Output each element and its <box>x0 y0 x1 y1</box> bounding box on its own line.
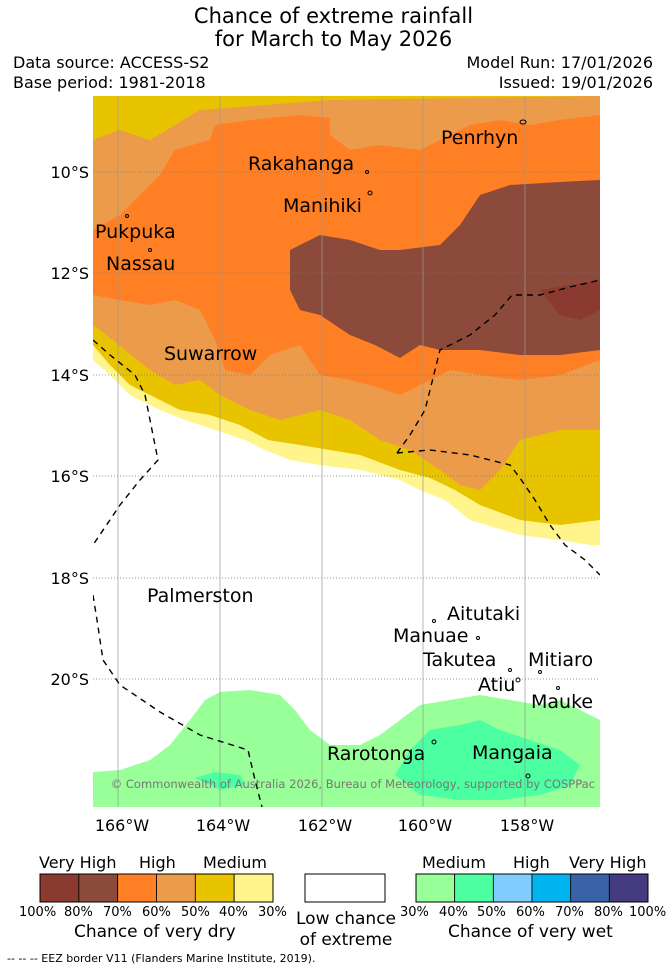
legend-dry-swatch-5 <box>233 873 274 903</box>
lat-label-14s: 14°S <box>50 366 89 385</box>
legend-neutral-swatch <box>304 873 386 903</box>
legend-wet-tick-70: 70% <box>555 905 584 920</box>
legend-wet-swatch-5 <box>608 873 649 903</box>
place-atiu: Atiu <box>478 674 515 696</box>
legend-wet-tick-60: 60% <box>516 905 545 920</box>
lat-label-18s: 18°S <box>50 569 89 588</box>
lon-label-160w: 160°W <box>398 816 453 835</box>
lat-label-16s: 16°S <box>50 467 89 486</box>
rainfall-shading <box>93 96 600 807</box>
legend-wet-tick-30: 30% <box>400 905 429 920</box>
legend-wet-tick-100: 100% <box>629 905 667 920</box>
lat-label-10s: 10°S <box>50 163 89 182</box>
legend-wet-swatch-3 <box>531 873 572 903</box>
legend-wet <box>415 873 649 903</box>
place-mauke: Mauke <box>531 691 593 713</box>
legend-wet-medium: Medium <box>422 853 486 872</box>
eez-footer-note: -- -- -- EEZ border V11 (Flanders Marine… <box>7 952 316 965</box>
legend-dry-caption: Chance of very dry <box>74 922 236 942</box>
legend-dry-tick-70: 70% <box>103 905 132 920</box>
place-rakahanga: Rakahanga <box>248 153 354 175</box>
issued-date: Issued: 19/01/2026 <box>498 73 653 92</box>
eez-border <box>93 279 600 807</box>
place-suwarrow: Suwarrow <box>164 343 257 365</box>
lon-label-164w: 164°W <box>196 816 251 835</box>
legend-wet-caption: Chance of very wet <box>448 922 613 942</box>
lon-label-166w: 166°W <box>95 816 150 835</box>
place-manuae: Manuae <box>393 625 468 647</box>
legend-dry-tick-100: 100% <box>19 905 57 920</box>
place-takutea: Takutea <box>422 649 496 671</box>
legend-neutral-caption-1: Low chance <box>296 909 396 929</box>
meridians <box>117 96 526 807</box>
legend-wet-swatch-1 <box>454 873 494 903</box>
legend-wet-high: High <box>513 853 550 872</box>
legend-dry-swatch-0 <box>39 873 80 903</box>
place-manihiki: Manihiki <box>283 195 362 217</box>
dark-brown-region <box>540 280 600 320</box>
legend-dry-tick-60: 60% <box>142 905 171 920</box>
place-penrhyn: Penrhyn <box>441 127 518 149</box>
legend-dry-medium: Medium <box>203 853 267 872</box>
place-mitiaro: Mitiaro <box>528 649 593 671</box>
legend-wet-tick-40: 40% <box>439 905 468 920</box>
place-rarotonga: Rarotonga <box>327 743 425 765</box>
graticule <box>93 171 600 680</box>
legend-dry-tick-30: 30% <box>258 905 287 920</box>
place-pukpuka: Pukpuka <box>95 221 176 243</box>
title-line-2: for March to May 2026 <box>214 27 453 51</box>
legend-wet-swatch-4 <box>570 873 610 903</box>
copyright-note: © Commonwealth of Australia 2026, Bureau… <box>111 777 595 791</box>
legend-dry-swatch-3 <box>156 873 196 903</box>
islands <box>125 119 560 779</box>
lat-label-20s: 20°S <box>50 670 89 689</box>
legend-dry-swatch-4 <box>194 873 235 903</box>
lon-label-158w: 158°W <box>500 816 555 835</box>
model-run: Model Run: 17/01/2026 <box>466 53 654 72</box>
place-mangaia: Mangaia <box>472 742 553 764</box>
data-source: Data source: ACCESS-S2 <box>13 53 210 72</box>
legend-wet-tick-80: 80% <box>594 905 623 920</box>
legend-neutral-caption-2: of extreme <box>299 930 393 950</box>
legend-wet-swatch-0 <box>415 873 456 903</box>
title-line-1: Chance of extreme rainfall <box>193 4 474 28</box>
place-aitutaki: Aitutaki <box>447 603 520 625</box>
legend-dry-tick-40: 40% <box>219 905 248 920</box>
legend-dry-high: High <box>139 853 176 872</box>
place-nassau: Nassau <box>106 253 175 275</box>
teal-green-region <box>395 720 580 800</box>
lon-label-162w: 162°W <box>298 816 353 835</box>
place-palmerston: Palmerston <box>147 585 254 607</box>
legend-dry-very-high: Very High <box>39 853 117 872</box>
legend-wet-very-high: Very High <box>569 853 647 872</box>
legend-wet-swatch-2 <box>492 873 533 903</box>
base-period: Base period: 1981-2018 <box>13 73 206 92</box>
legend-dry <box>39 873 274 903</box>
legend-dry-swatch-2 <box>117 873 157 903</box>
legend-dry-tick-80: 80% <box>64 905 93 920</box>
legend-dry-swatch-1 <box>78 873 119 903</box>
brown-region <box>290 180 600 358</box>
legend-wet-tick-50: 50% <box>477 905 506 920</box>
legend-dry-tick-50: 50% <box>181 905 210 920</box>
lat-label-12s: 12°S <box>50 264 89 283</box>
